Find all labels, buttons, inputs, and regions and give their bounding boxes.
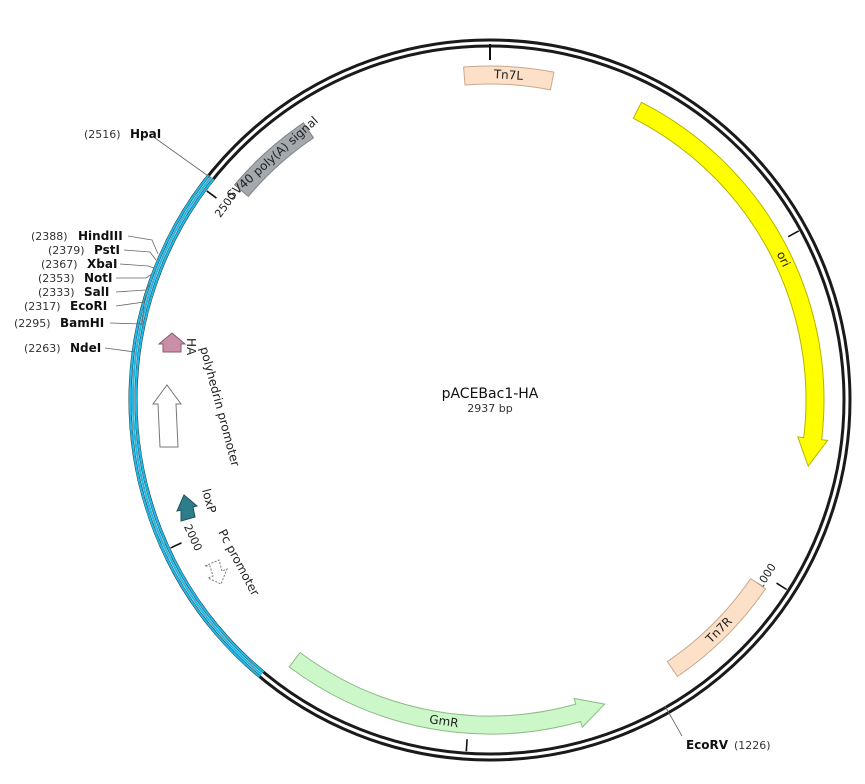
site-pos-NotI: (2353)	[38, 272, 75, 285]
site-pos-EcoRI: (2317)	[24, 300, 61, 313]
feature-shape	[233, 122, 315, 198]
feature-loxP[interactable]: loxP	[176, 487, 219, 522]
feature-HA[interactable]: HA	[157, 332, 198, 356]
feature-shape	[463, 65, 555, 91]
feature-GmR[interactable]: GmR	[288, 651, 606, 735]
site-XbaI[interactable]: (2367) XbaI	[41, 257, 155, 271]
site-NotI[interactable]: (2353) NotI	[38, 271, 153, 285]
site-HpaI[interactable]: (2516) HpaI	[84, 127, 212, 179]
insert-arc	[134, 178, 265, 673]
feature-ori[interactable]: ori	[632, 101, 829, 468]
site-name-NotI: NotI	[84, 271, 113, 285]
tick-mark-1000	[776, 582, 788, 591]
restriction-sites: (2516) HpaI (2388) HindIII (2379) PstI (…	[14, 127, 771, 752]
feature-shape	[632, 101, 829, 468]
site-pos-BamHI: (2295)	[14, 317, 51, 330]
site-name-SalI: SalI	[84, 285, 109, 299]
plasmid-name: pACEBac1-HA	[442, 386, 539, 402]
site-name-HindIII: HindIII	[78, 229, 123, 243]
insert-arc	[128, 174, 261, 678]
tick-mark-2000	[170, 542, 182, 549]
feature-Tn7L[interactable]: Tn7L	[463, 65, 555, 91]
feature-label: GmR	[428, 712, 459, 730]
site-name-XbaI: XbaI	[87, 257, 117, 271]
site-name-EcoRV: EcoRV	[686, 738, 729, 752]
feature-SV40-poly-A-signal[interactable]: SV40 poly(A) signal	[224, 113, 321, 202]
feature-label: SV40 poly(A) signal	[224, 113, 321, 202]
insert-region	[128, 174, 265, 678]
feature-Pc-promoter[interactable]: Pc promoter	[204, 527, 262, 598]
site-EcoRV[interactable]: EcoRV (1226)	[664, 705, 771, 752]
plasmid-length: 2937 bp	[467, 402, 512, 415]
site-NdeI[interactable]: (2263) NdeI	[24, 341, 136, 355]
site-HindIII[interactable]: (2388) HindIII	[31, 229, 159, 255]
site-pos-HpaI: (2516)	[84, 128, 121, 141]
site-pos-EcoRV: (1226)	[734, 739, 771, 752]
feature-shape	[288, 651, 606, 735]
site-pos-HindIII: (2388)	[31, 230, 68, 243]
tick-mark-1500	[465, 739, 468, 752]
site-pos-PstI: (2379)	[48, 244, 85, 257]
feature-shape	[666, 577, 767, 678]
tick-label-2000: 2000	[181, 522, 205, 553]
site-name-HpaI: HpaI	[130, 127, 161, 141]
feature-Tn7R[interactable]: Tn7R	[666, 577, 767, 678]
site-name-PstI: PstI	[94, 243, 120, 257]
feature-label-Pc-promoter: Pc promoter	[215, 527, 262, 598]
site-PstI[interactable]: (2379) PstI	[48, 243, 157, 261]
site-BamHI[interactable]: (2295) BamHI	[14, 305, 145, 330]
feature-label-loxP: loxP	[199, 487, 219, 514]
tick-mark-500	[787, 230, 800, 238]
site-pos-SalI: (2333)	[38, 286, 75, 299]
site-pos-XbaI: (2367)	[41, 258, 78, 271]
feature-label-polyhedrin-promoter: polyhedrin promoter	[197, 345, 242, 468]
site-EcoRI[interactable]: (2317) EcoRI	[24, 293, 148, 313]
feature-label: ori	[774, 249, 793, 269]
site-pos-NdeI: (2263)	[24, 342, 61, 355]
tick-mark-2500	[206, 190, 217, 199]
site-SalI[interactable]: (2333) SalI	[38, 283, 151, 299]
site-name-EcoRI: EcoRI	[70, 299, 107, 313]
feature-label-HA: HA	[184, 338, 198, 356]
feature-label: Tn7L	[492, 67, 523, 83]
site-name-NdeI: NdeI	[70, 341, 101, 355]
feature-polyhedrin-promoter[interactable]: polyhedrin promoter	[152, 345, 243, 468]
insert-arc	[131, 176, 263, 676]
position-ticks: 5001000150020002500	[170, 190, 800, 752]
site-name-BamHI: BamHI	[60, 316, 104, 330]
